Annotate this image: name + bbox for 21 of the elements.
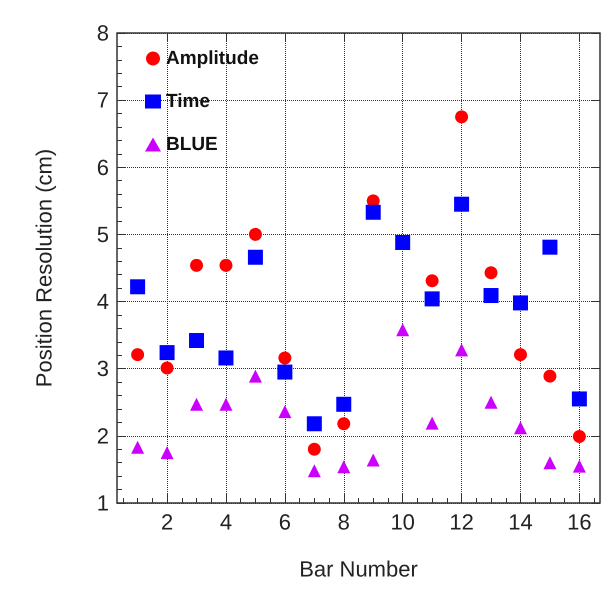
x-tick-label: 6 xyxy=(278,510,291,534)
x-axis-title: Bar Number xyxy=(299,556,418,582)
y-tick-label: 7 xyxy=(96,88,109,113)
x-tick-label: 16 xyxy=(567,510,592,534)
x-tick-label: 14 xyxy=(508,510,533,534)
y-tick-label: 3 xyxy=(96,356,109,382)
y-tick-label: 4 xyxy=(96,289,109,314)
y-tick-label: 8 xyxy=(96,20,109,46)
x-tick-label: 12 xyxy=(449,510,474,534)
legend-label: BLUE xyxy=(166,134,218,155)
y-tick-label: 1 xyxy=(96,490,109,516)
y-tick-label: 2 xyxy=(96,423,109,448)
legend-label: Time xyxy=(166,91,210,112)
x-tick-label: 8 xyxy=(338,510,350,534)
x-tick-label: 2 xyxy=(160,510,174,534)
x-tick-label: 10 xyxy=(390,510,415,534)
y-tick-label: 6 xyxy=(96,154,109,180)
legend-label: Amplitude xyxy=(166,48,259,69)
y-tick-label: 5 xyxy=(96,222,109,247)
y-axis-title: Position Resolution (cm) xyxy=(32,148,56,388)
x-tick-label: 4 xyxy=(220,510,232,534)
